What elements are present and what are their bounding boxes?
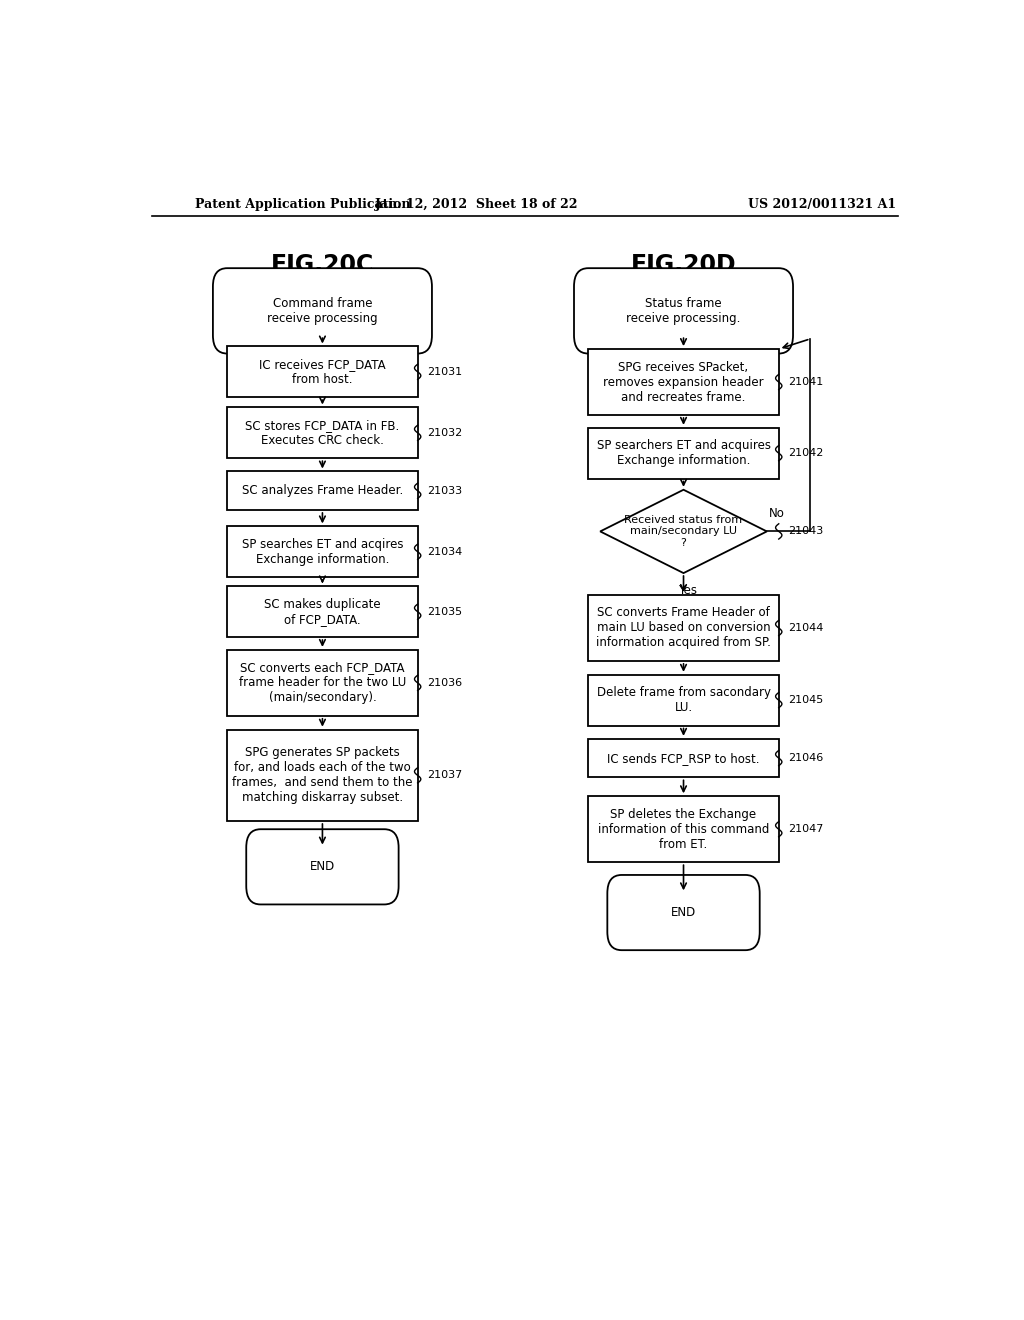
Text: SC converts Frame Header of
main LU based on conversion
information acquired fro: SC converts Frame Header of main LU base… [596,606,771,649]
Text: END: END [310,861,335,874]
Text: Command frame
receive processing: Command frame receive processing [267,297,378,325]
Text: SC converts each FCP_DATA
frame header for the two LU
(main/secondary).: SC converts each FCP_DATA frame header f… [239,661,407,705]
Text: SP searchers ET and acquires
Exchange information.: SP searchers ET and acquires Exchange in… [597,440,770,467]
Text: IC sends FCP_RSP to host.: IC sends FCP_RSP to host. [607,751,760,764]
Text: 21032: 21032 [427,428,463,438]
Text: Delete frame from sacondary
LU.: Delete frame from sacondary LU. [597,686,770,714]
Text: SP searches ET and acqires
Exchange information.: SP searches ET and acqires Exchange info… [242,537,403,566]
Text: 21034: 21034 [427,546,463,557]
Text: 21046: 21046 [788,754,823,763]
Text: SC analyzes Frame Header.: SC analyzes Frame Header. [242,484,403,498]
FancyBboxPatch shape [588,348,778,414]
Text: Status frame
receive processing.: Status frame receive processing. [627,297,740,325]
Text: Jan. 12, 2012  Sheet 18 of 22: Jan. 12, 2012 Sheet 18 of 22 [376,198,579,211]
FancyBboxPatch shape [227,471,418,510]
FancyBboxPatch shape [588,796,778,862]
Text: Yes: Yes [678,583,697,597]
Text: 21037: 21037 [427,771,463,780]
Text: 21036: 21036 [427,678,462,688]
Text: 21047: 21047 [788,824,823,834]
Text: SC makes duplicate
of FCP_DATA.: SC makes duplicate of FCP_DATA. [264,598,381,626]
FancyBboxPatch shape [574,268,793,354]
FancyBboxPatch shape [227,649,418,715]
Text: No: No [768,507,784,520]
Text: SP deletes the Exchange
information of this command
from ET.: SP deletes the Exchange information of t… [598,808,769,850]
Text: SC stores FCP_DATA in FB.
Executes CRC check.: SC stores FCP_DATA in FB. Executes CRC c… [246,418,399,447]
FancyBboxPatch shape [246,829,398,904]
FancyBboxPatch shape [588,739,778,777]
FancyBboxPatch shape [588,595,778,661]
Polygon shape [600,490,767,573]
Text: US 2012/0011321 A1: US 2012/0011321 A1 [749,198,896,211]
FancyBboxPatch shape [227,586,418,638]
FancyBboxPatch shape [227,408,418,458]
FancyBboxPatch shape [588,428,778,479]
Text: 21035: 21035 [427,607,462,616]
FancyBboxPatch shape [227,527,418,577]
FancyBboxPatch shape [588,675,778,726]
FancyBboxPatch shape [213,268,432,354]
Text: Patent Application Publication: Patent Application Publication [196,198,411,211]
FancyBboxPatch shape [227,730,418,821]
Text: SPG receives SPacket,
removes expansion header
and recreates frame.: SPG receives SPacket, removes expansion … [603,360,764,404]
Text: SPG generates SP packets
for, and loads each of the two
frames,  and send them t: SPG generates SP packets for, and loads … [232,746,413,804]
Text: FIG.20C: FIG.20C [270,253,374,277]
Text: Received status from
main/secondary LU
?: Received status from main/secondary LU ? [625,515,742,548]
FancyBboxPatch shape [227,346,418,397]
Text: 21041: 21041 [788,378,823,387]
FancyBboxPatch shape [607,875,760,950]
Text: 21033: 21033 [427,486,462,496]
Text: 21043: 21043 [788,527,823,536]
Text: 21044: 21044 [788,623,823,634]
Text: 21042: 21042 [788,449,823,458]
Text: 21045: 21045 [788,696,823,705]
Text: END: END [671,906,696,919]
Text: FIG.20D: FIG.20D [631,253,736,277]
Text: 21031: 21031 [427,367,462,376]
Text: IC receives FCP_DATA
from host.: IC receives FCP_DATA from host. [259,358,386,385]
